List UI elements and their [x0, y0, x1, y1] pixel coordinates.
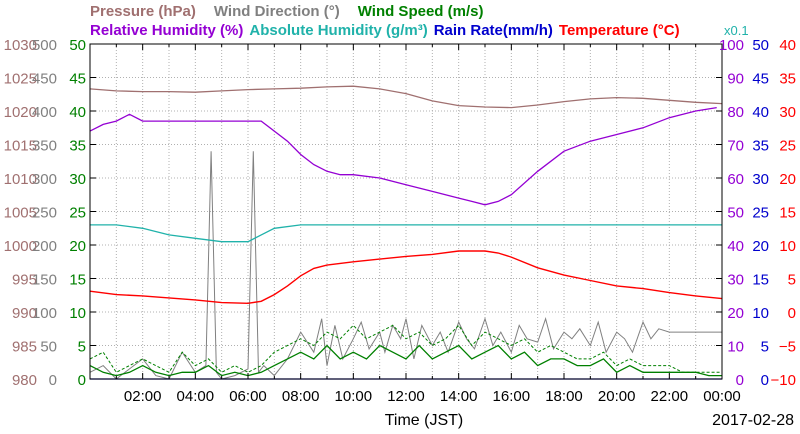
x-tick-label: 12:00	[387, 388, 425, 405]
x-tick-label: 22:00	[651, 388, 689, 405]
y-tick-label-wind_speed: 35	[69, 138, 86, 155]
y-tick-label-pressure: 995	[12, 272, 37, 289]
y-tick-label-temperature: 25	[779, 138, 796, 155]
x-tick-label: 00:00	[703, 388, 741, 405]
x-tick-label: 18:00	[545, 388, 583, 405]
y-tick-label-wind_direction: 250	[32, 205, 57, 222]
wind-direction-line	[89, 151, 722, 380]
x-tick-label: 08:00	[282, 388, 320, 405]
x-tick-label: 06:00	[229, 388, 267, 405]
y-tick-label-pressure: 1010	[4, 171, 37, 188]
y-tick-label-rain_rate: 10	[752, 305, 769, 322]
y-tick-label-wind_direction: 350	[32, 138, 57, 155]
x-tick-label: 02:00	[124, 388, 162, 405]
y-tick-label-rain_rate: 15	[752, 272, 769, 289]
y-tick-label-rain_rate: 5	[761, 339, 769, 356]
y-tick-label-temperature: 30	[779, 104, 796, 121]
legend-item: Absolute Humidity (g/m³)	[249, 22, 427, 39]
y-tick-label-temperature: 10	[779, 238, 796, 255]
abs-humidity-scale-note: x0.1	[724, 23, 749, 38]
y-tick-label-temperature: 15	[779, 205, 796, 222]
temperature-c-line	[89, 250, 723, 305]
y-tick-label-temperature: 40	[779, 37, 796, 54]
legend-item: Wind Speed (m/s)	[358, 3, 484, 20]
y-tick-label-wind_direction: 100	[32, 305, 57, 322]
y-tick-label-wind_direction: 50	[40, 339, 57, 356]
y-tick-label-pressure: 1000	[4, 238, 37, 255]
y-tick-label-wind_direction: 0	[49, 372, 57, 389]
y-tick-label-relative_humidity: 30	[727, 272, 744, 289]
y-tick-label-relative_humidity: 100	[719, 37, 744, 54]
y-tick-label-rain_rate: 20	[752, 238, 769, 255]
x-tick-label: 04:00	[177, 388, 215, 405]
y-tick-label-pressure: 1015	[4, 138, 37, 155]
date-label: 2017-02-28	[712, 412, 794, 429]
y-tick-label-pressure: 985	[12, 339, 37, 356]
y-tick-label-wind_speed: 25	[69, 205, 86, 222]
y-tick-label-temperature: −5	[779, 339, 796, 356]
x-tick-label: 20:00	[598, 388, 636, 405]
y-tick-label-wind_speed: 20	[69, 238, 86, 255]
legend-item: Rain Rate(mm/h)	[434, 22, 553, 39]
y-tick-label-relative_humidity: 60	[727, 171, 744, 188]
absolute-humidity-g-m-line	[90, 224, 722, 243]
y-tick-label-wind_direction: 300	[32, 171, 57, 188]
legend-item: Wind Direction (°)	[214, 3, 340, 20]
y-tick-label-pressure: 990	[12, 305, 37, 322]
y-tick-label-rain_rate: 35	[752, 138, 769, 155]
relative-humidity-line	[89, 106, 717, 206]
y-tick-label-wind_direction: 500	[32, 37, 57, 54]
y-tick-label-wind_speed: 45	[69, 71, 86, 88]
y-tick-label-rain_rate: 50	[752, 37, 769, 54]
y-tick-label-wind_speed: 5	[78, 339, 86, 356]
x-tick-label: 10:00	[335, 388, 373, 405]
y-tick-label-pressure: 1025	[4, 71, 37, 88]
y-tick-label-wind_direction: 450	[32, 71, 57, 88]
y-tick-label-pressure: 1030	[4, 37, 37, 54]
y-tick-label-rain_rate: 30	[752, 171, 769, 188]
legend-item: Temperature (°C)	[559, 22, 680, 39]
y-tick-label-relative_humidity: 70	[727, 138, 744, 155]
pressure-hpa-line	[89, 85, 723, 109]
y-tick-label-relative_humidity: 40	[727, 238, 744, 255]
legend-item: Pressure (hPa)	[90, 3, 196, 20]
y-tick-label-pressure: 1005	[4, 205, 37, 222]
y-tick-label-rain_rate: 25	[752, 205, 769, 222]
y-tick-label-wind_speed: 40	[69, 104, 86, 121]
legend-item: Relative Humidity (%)	[90, 22, 243, 39]
y-tick-label-wind_direction: 200	[32, 238, 57, 255]
y-tick-label-rain_rate: 0	[761, 372, 769, 389]
y-tick-label-wind_speed: 0	[78, 372, 86, 389]
y-tick-label-relative_humidity: 90	[727, 71, 744, 88]
y-tick-label-wind_direction: 150	[32, 272, 57, 289]
y-tick-label-temperature: 35	[779, 71, 796, 88]
y-tick-label-temperature: 20	[779, 171, 796, 188]
y-tick-label-temperature: 5	[788, 272, 796, 289]
y-tick-label-pressure: 980	[12, 372, 37, 389]
x-tick-label: 14:00	[440, 388, 478, 405]
y-tick-label-temperature: −10	[771, 372, 796, 389]
y-tick-label-rain_rate: 40	[752, 104, 769, 121]
wind-gust-line	[89, 324, 722, 373]
y-tick-label-wind_speed: 10	[69, 305, 86, 322]
y-tick-label-temperature: 0	[788, 305, 796, 322]
y-tick-label-wind_speed: 15	[69, 272, 86, 289]
y-tick-label-pressure: 1020	[4, 104, 37, 121]
y-tick-label-wind_direction: 400	[32, 104, 57, 121]
y-tick-label-rain_rate: 45	[752, 71, 769, 88]
x-tick-label: 16:00	[493, 388, 531, 405]
y-tick-label-relative_humidity: 80	[727, 104, 744, 121]
y-tick-label-relative_humidity: 50	[727, 205, 744, 222]
y-tick-label-wind_speed: 30	[69, 171, 86, 188]
x-axis-label: Time (JST)	[385, 412, 464, 429]
y-tick-label-relative_humidity: 0	[736, 372, 744, 389]
y-tick-label-relative_humidity: 10	[727, 339, 744, 356]
wind-speed-line	[89, 344, 722, 377]
y-tick-label-wind_speed: 50	[69, 37, 86, 54]
y-tick-label-relative_humidity: 20	[727, 305, 744, 322]
